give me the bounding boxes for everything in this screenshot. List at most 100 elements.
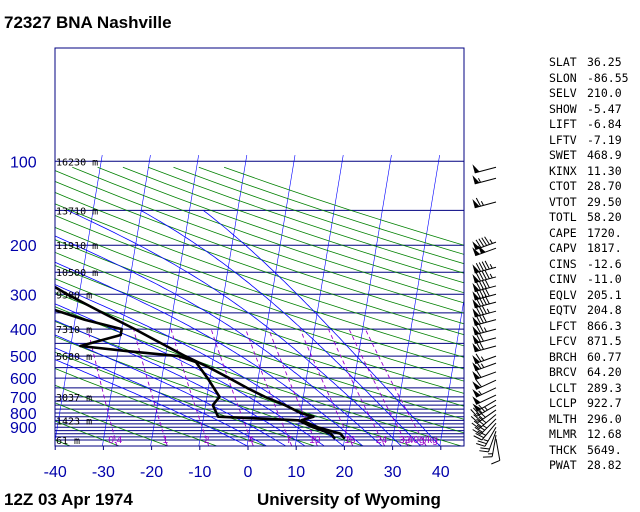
- mixing-ratio-line: [327, 328, 385, 446]
- barb-flag: [484, 270, 490, 279]
- index-value: -12.6: [587, 256, 622, 271]
- wind-barb: [472, 353, 497, 365]
- temperature-tick-label: 0: [244, 464, 253, 481]
- barb-staff: [478, 414, 497, 430]
- index-key: CAPE: [549, 225, 577, 240]
- index-row: BRCH 60.77: [549, 350, 629, 366]
- index-key: VTOT: [549, 194, 577, 209]
- wind-barb: [472, 305, 497, 318]
- wind-barb: [482, 434, 497, 458]
- dry-adiabat: [55, 420, 120, 446]
- barb-flag: [475, 333, 481, 343]
- wind-barb: [472, 313, 497, 326]
- index-value: -7.19: [587, 132, 622, 147]
- mixing-ratio-line: [210, 328, 254, 446]
- index-key: SLON: [549, 70, 577, 85]
- index-row: SWET 468.9: [549, 148, 629, 164]
- barb-staff: [481, 422, 497, 441]
- barb-pennant: [472, 343, 480, 352]
- index-row: SHOW -5.47: [549, 102, 629, 118]
- wind-barb: [472, 399, 497, 412]
- wind-barb: [470, 409, 497, 423]
- barb-flag: [476, 443, 486, 447]
- barb-flag: [475, 324, 481, 334]
- index-row: LFCT 866.3: [549, 319, 629, 335]
- barb-staff: [480, 418, 497, 435]
- dry-adiabat: [55, 402, 168, 446]
- wind-barb: [472, 332, 497, 345]
- pressure-label: 500: [10, 349, 37, 366]
- dewpoint-profile: [55, 308, 337, 440]
- index-row: LCLP 922.7: [549, 396, 629, 412]
- barb-flag: [472, 429, 481, 435]
- barb-flag: [478, 306, 484, 315]
- temperature-tick-label: -30: [92, 464, 115, 481]
- dry-adiabat: [55, 191, 464, 336]
- wind-barb: [472, 236, 497, 251]
- index-key: MLTH: [549, 411, 577, 426]
- index-value: 36.25: [587, 55, 622, 69]
- barb-half-flag: [482, 425, 488, 429]
- barb-flag: [475, 281, 481, 291]
- barb-flag: [475, 306, 481, 316]
- dry-adiabat: [55, 170, 464, 314]
- pressure-label: 300: [10, 287, 37, 304]
- index-key: CAPV: [549, 241, 577, 255]
- barb-half-flag: [477, 178, 481, 183]
- height-label: 10500 m: [56, 268, 98, 279]
- barb-pennant: [472, 403, 482, 412]
- index-key: BRCH: [549, 349, 577, 364]
- dry-adiabat: [122, 166, 464, 284]
- barb-flag: [473, 414, 481, 422]
- mixing-ratio-label: 40g/kg: [408, 435, 438, 446]
- dry-adiabat: [55, 203, 464, 347]
- index-key: BRCV: [549, 365, 577, 379]
- index-row: MLTH 296.0: [549, 412, 629, 428]
- sounding-profiles: [55, 285, 346, 440]
- index-value: 28.82: [587, 458, 622, 472]
- index-row: EQLV 205.1: [549, 288, 629, 304]
- barb-pennant: [472, 247, 481, 256]
- index-row: PWAT 28.82: [549, 458, 629, 474]
- dry-adiabat: [55, 384, 217, 446]
- index-row: MLMR 12.68: [549, 427, 629, 443]
- index-value: 871.5: [587, 334, 622, 348]
- wind-barbs: [470, 164, 501, 465]
- pressure-label: 800: [10, 406, 37, 423]
- isotherm-line: [391, 155, 440, 446]
- barb-flag: [475, 197, 481, 207]
- mixing-ratio-label: 16: [344, 435, 356, 446]
- index-value: 922.7: [587, 396, 622, 410]
- wind-barb: [472, 164, 497, 174]
- pressure-label: 700: [10, 390, 37, 407]
- barb-flag: [479, 450, 489, 453]
- barb-flag: [478, 324, 484, 333]
- barb-half-flag: [489, 273, 493, 279]
- index-row: THCK 5649.: [549, 443, 629, 459]
- mixing-ratio-label: 4: [248, 435, 254, 446]
- temperature-tick-label: 30: [384, 464, 402, 481]
- height-label: 61 m: [56, 436, 80, 447]
- index-row: SLON -86.55: [549, 71, 629, 87]
- barb-half-flag: [480, 356, 485, 361]
- index-key: CINS: [549, 256, 577, 271]
- pressure-label: 900: [10, 420, 37, 437]
- barb-half-flag: [489, 239, 493, 244]
- wind-barb: [473, 422, 497, 441]
- barb-pennant: [472, 264, 480, 273]
- mixing-ratio-line: [245, 328, 293, 446]
- barb-staff: [491, 434, 497, 457]
- barb-flag: [475, 353, 482, 362]
- barb-flag: [478, 238, 485, 247]
- chart-title: 72327 BNA Nashville: [4, 13, 172, 32]
- index-key: SELV: [549, 86, 577, 100]
- barb-flag: [475, 272, 481, 282]
- index-row: BRCV 64.20: [549, 365, 629, 381]
- index-row: SELV 210.0: [549, 86, 629, 102]
- barb-flag: [475, 432, 485, 439]
- index-row: LCLT 289.3: [549, 381, 629, 397]
- barb-flag: [491, 459, 501, 465]
- height-label: 5680 m: [56, 352, 92, 363]
- pressure-label: 400: [10, 322, 37, 339]
- barb-pennant: [477, 245, 486, 254]
